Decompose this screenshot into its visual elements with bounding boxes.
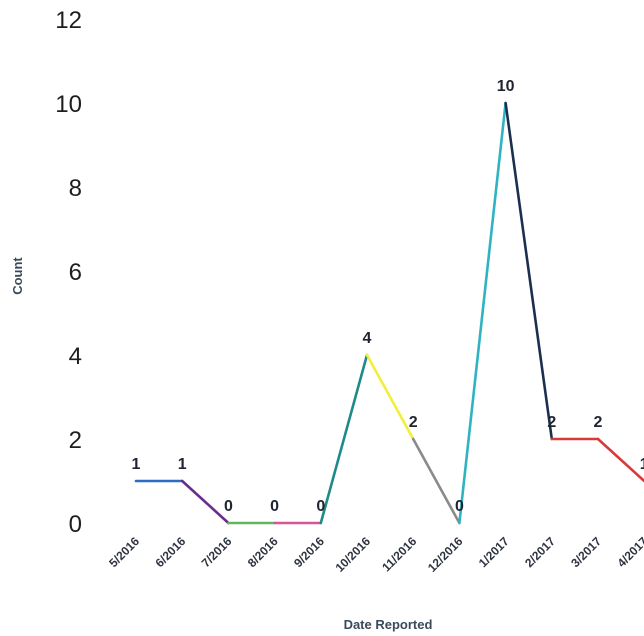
x-tick-label: 12/2016 bbox=[425, 534, 466, 575]
data-label: 4 bbox=[363, 330, 372, 347]
x-tick-label: 10/2016 bbox=[333, 534, 374, 575]
x-tick-label: 2/2017 bbox=[522, 534, 558, 570]
y-tick-label: 4 bbox=[69, 343, 82, 370]
line-segment bbox=[365, 353, 415, 441]
data-label: 0 bbox=[270, 498, 279, 515]
x-tick-label: 1/2017 bbox=[476, 534, 512, 570]
y-tick-label: 0 bbox=[69, 511, 82, 538]
data-label: 1 bbox=[132, 456, 141, 473]
x-tick-label: 7/2016 bbox=[199, 534, 235, 570]
data-points bbox=[135, 102, 644, 524]
data-label: 2 bbox=[409, 414, 418, 431]
data-label: 10 bbox=[497, 78, 515, 95]
x-tick-label: 5/2016 bbox=[106, 534, 142, 570]
x-tick-label: 6/2016 bbox=[152, 534, 188, 570]
line-segment bbox=[504, 101, 554, 441]
y-tick-label: 2 bbox=[69, 427, 82, 454]
data-label: 0 bbox=[224, 498, 233, 515]
data-label: 2 bbox=[547, 414, 556, 431]
x-tick-label: 9/2016 bbox=[291, 534, 327, 570]
x-tick-label: 8/2016 bbox=[245, 534, 281, 570]
y-tick-label: 12 bbox=[55, 7, 82, 34]
data-label: 0 bbox=[455, 498, 464, 515]
x-tick-label: 3/2017 bbox=[568, 534, 604, 570]
data-label: 0 bbox=[316, 498, 325, 515]
data-label: 1 bbox=[640, 456, 644, 473]
line-series bbox=[134, 101, 644, 525]
data-labels: 1100042010221 bbox=[132, 78, 644, 515]
line-segment bbox=[180, 479, 230, 525]
line-segment bbox=[596, 437, 644, 483]
y-axis-title: Count bbox=[10, 257, 25, 295]
line-segment bbox=[411, 437, 461, 525]
data-label: 1 bbox=[178, 456, 187, 473]
y-tick-label: 10 bbox=[55, 91, 82, 118]
x-axis-ticks: 5/2016 6/2016 7/2016 8/2016 9/2016 10/2016 11/… bbox=[106, 534, 644, 575]
y-tick-label: 6 bbox=[69, 259, 82, 286]
data-label: 2 bbox=[594, 414, 603, 431]
line-segment bbox=[319, 353, 369, 525]
x-tick-label: 11/2016 bbox=[379, 534, 419, 574]
x-axis-title: Date Reported bbox=[344, 617, 433, 632]
line-segment bbox=[458, 101, 507, 525]
y-axis-ticks: 0 2 4 6 8 10 12 bbox=[55, 7, 82, 538]
y-tick-label: 8 bbox=[69, 175, 82, 202]
x-tick-label: 4/2017 bbox=[614, 534, 644, 570]
